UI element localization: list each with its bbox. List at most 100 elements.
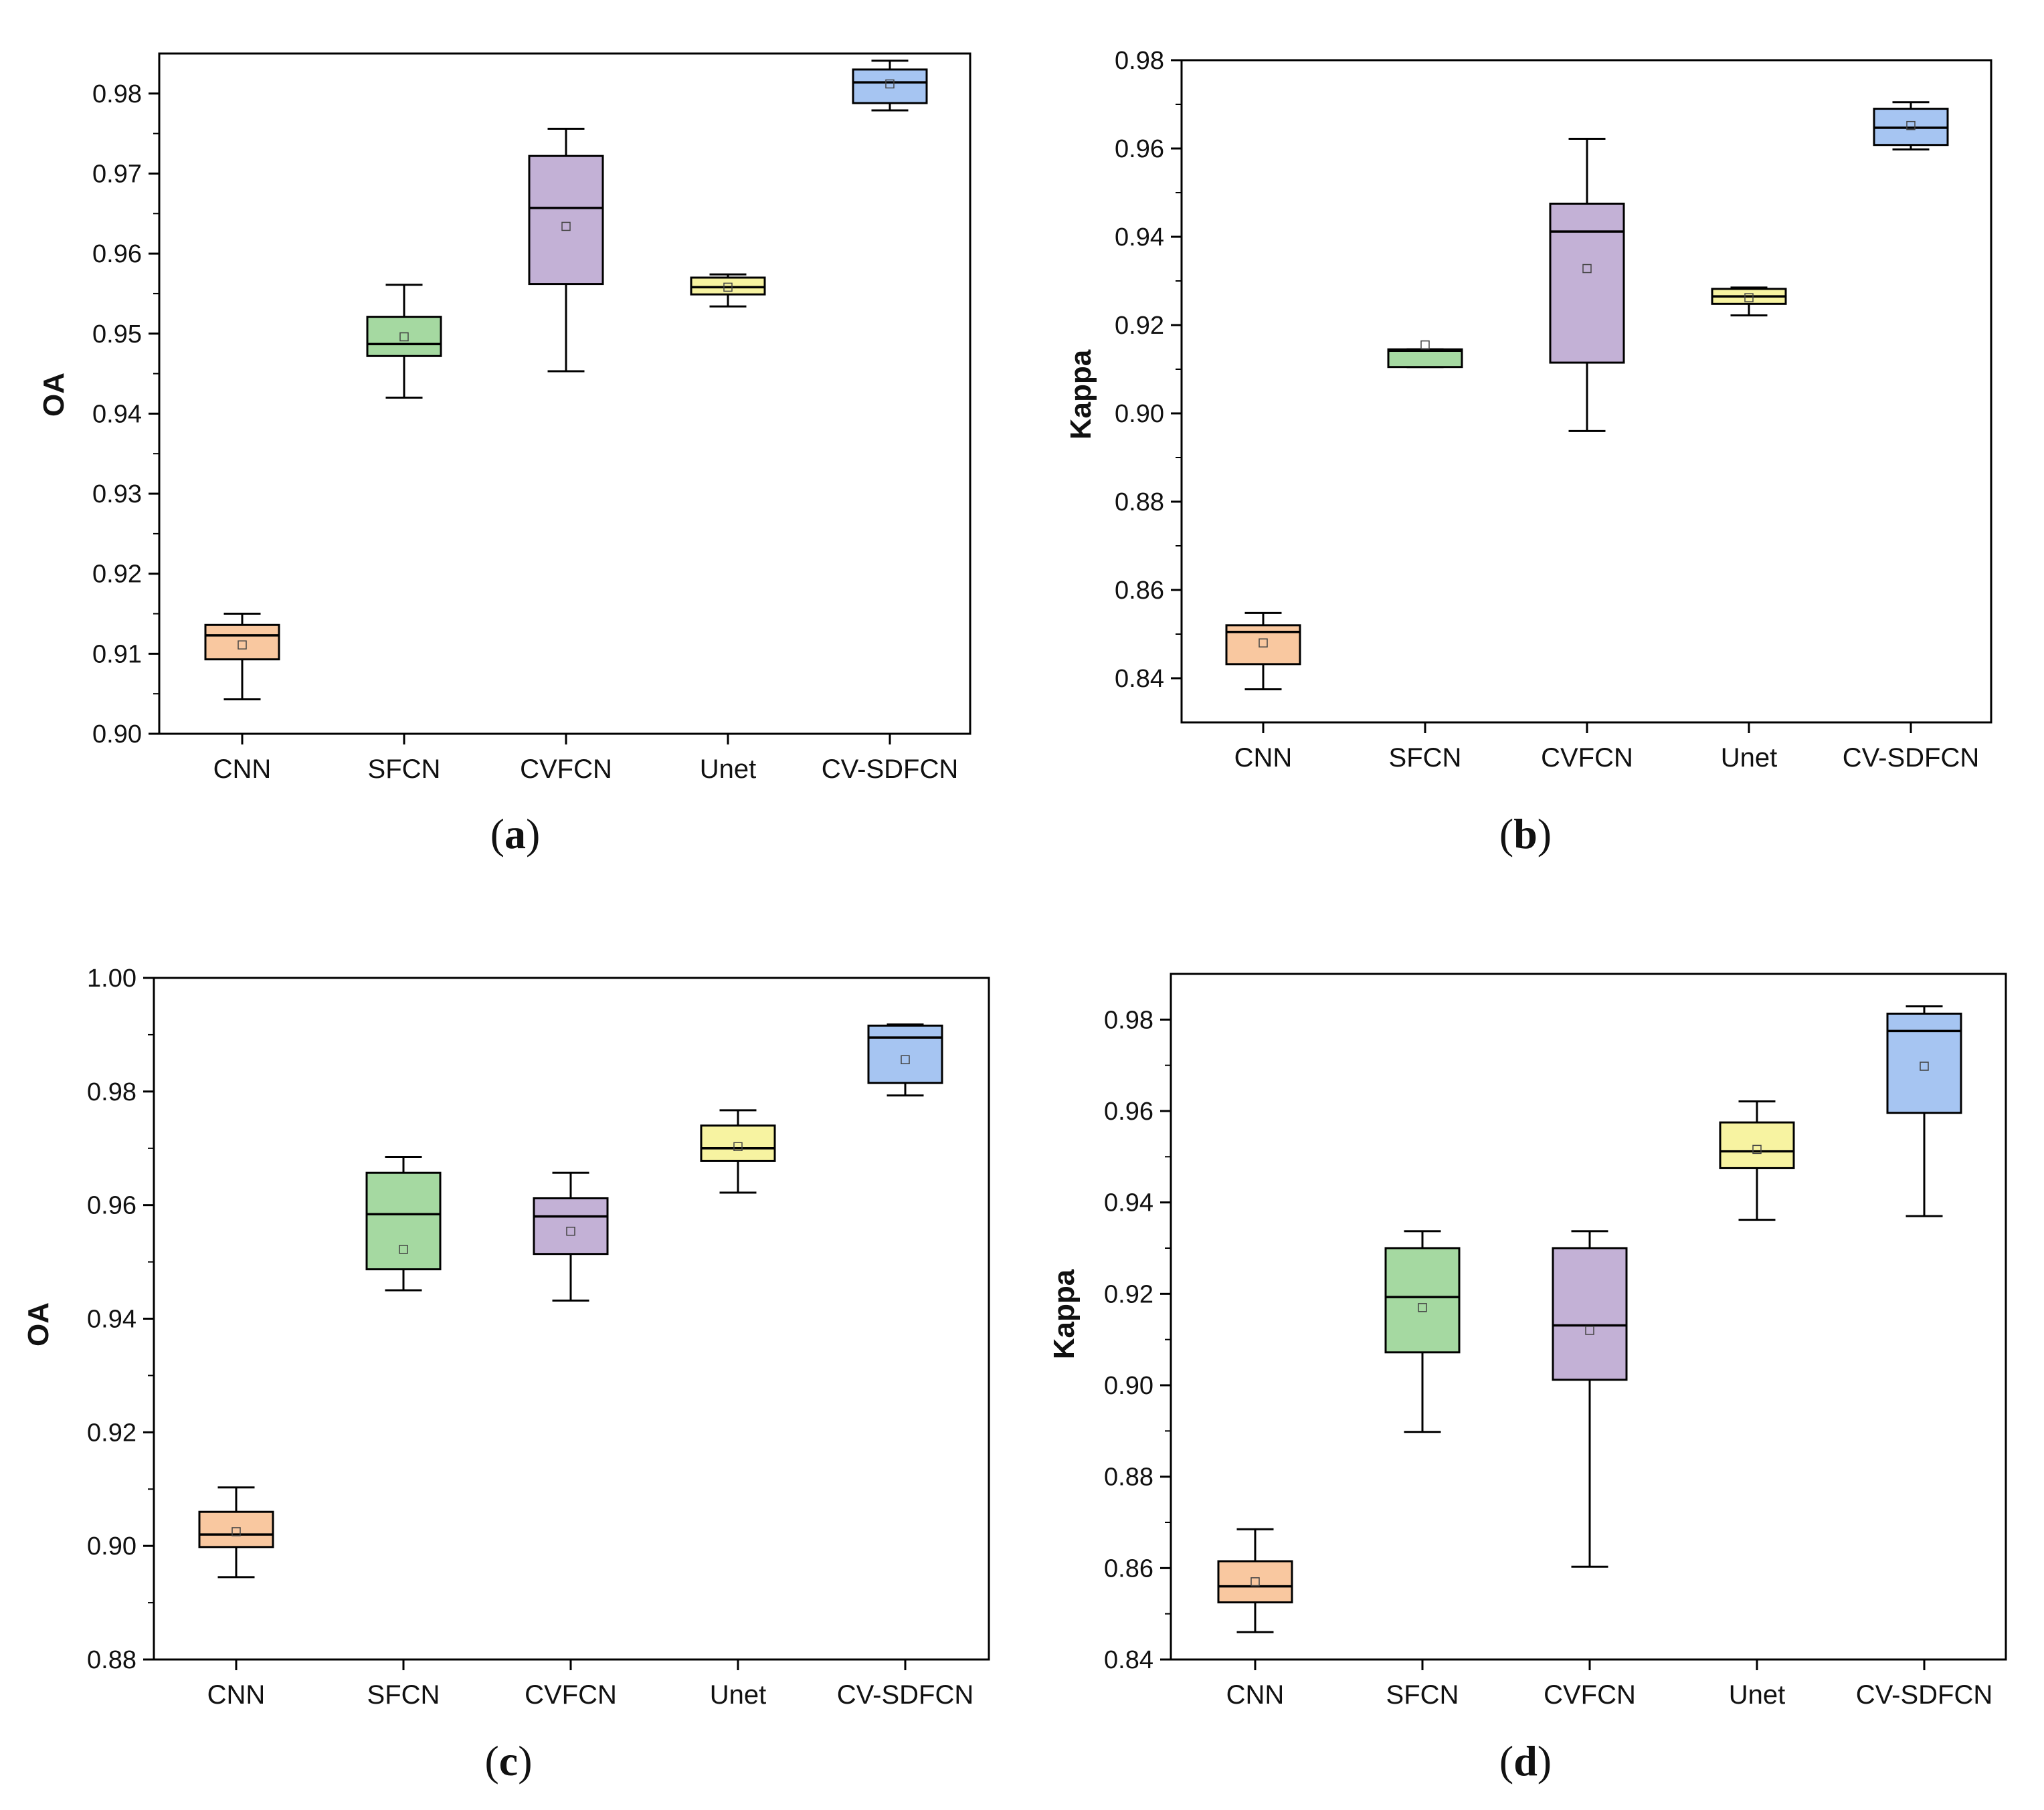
box-cnn — [1217, 1528, 1293, 1633]
iqr-box — [1549, 203, 1625, 364]
mean-marker — [1418, 1303, 1427, 1312]
mean-marker — [885, 79, 895, 89]
panel-caption-letter: d — [1513, 1737, 1538, 1785]
x-tick-label: SFCN — [368, 755, 441, 784]
mean-marker — [733, 1142, 743, 1151]
y-tick-label: 0.84 — [1104, 1646, 1153, 1674]
mean-marker — [1582, 264, 1592, 274]
mean-marker — [1259, 638, 1268, 647]
y-tick-label: 0.92 — [1104, 1280, 1153, 1308]
panel-caption: (c) — [484, 1737, 532, 1785]
plot-frame — [158, 52, 971, 735]
x-tick-label: CV-SDFCN — [1856, 1680, 1992, 1710]
box-sfcn — [365, 1155, 442, 1292]
y-tick-label: 1.00 — [87, 965, 136, 993]
y-tick-label: 0.94 — [87, 1306, 136, 1334]
y-tick-label: 0.98 — [1104, 1006, 1153, 1034]
iqr-box — [1384, 1247, 1461, 1354]
y-tick-label: 0.92 — [1115, 312, 1164, 340]
y-tick-label: 0.94 — [92, 400, 142, 428]
mean-marker — [231, 1527, 241, 1536]
y-axis-title: Kappa — [1064, 349, 1097, 439]
y-tick-label: 0.98 — [1115, 47, 1164, 75]
box-unet — [1711, 286, 1787, 316]
iqr-box — [1387, 348, 1463, 369]
x-tick-label: CNN — [1234, 743, 1293, 773]
y-tick-label: 0.98 — [92, 80, 142, 108]
x-tick-label: Unet — [1721, 743, 1778, 773]
y-tick-label: 0.90 — [1104, 1372, 1153, 1400]
x-tick-label: SFCN — [1386, 1680, 1459, 1710]
y-tick-label: 0.86 — [1115, 577, 1164, 605]
box-cvfcn — [1549, 137, 1625, 432]
y-tick-label: 0.88 — [1104, 1464, 1153, 1492]
x-tick-label: CVFCN — [520, 755, 612, 784]
y-tick-label: 0.96 — [92, 240, 142, 268]
box-cv-sdfcn — [1886, 1005, 1962, 1217]
y-tick-label: 0.96 — [87, 1192, 136, 1220]
mean-marker — [1250, 1577, 1260, 1587]
y-tick-label: 0.88 — [87, 1646, 136, 1674]
mean-marker — [1585, 1326, 1594, 1335]
x-tick-label: SFCN — [367, 1680, 440, 1710]
iqr-box — [700, 1124, 776, 1162]
panel-c: 0.88 0.90 0.92 0.94 0.96 0.98 1.00 OA CNN SFCN CVF… — [22, 965, 990, 1785]
y-tick-label: 0.94 — [1104, 1189, 1153, 1217]
iqr-box — [852, 68, 928, 104]
box-unet — [690, 273, 766, 308]
y-axis-title: Kappa — [1048, 1269, 1081, 1359]
y-tick-label: 0.96 — [1104, 1098, 1153, 1126]
mean-marker — [566, 1226, 575, 1236]
y-tick-label: 0.86 — [1104, 1554, 1153, 1583]
x-tick-label: CNN — [1226, 1680, 1285, 1710]
box-cnn — [1225, 611, 1301, 690]
iqr-box — [366, 316, 442, 357]
y-tick-label: 0.92 — [92, 561, 142, 589]
plot-frame — [153, 977, 990, 1661]
box-sfcn — [1384, 1230, 1461, 1433]
x-tick-label: CNN — [207, 1680, 266, 1710]
panel-a: 0.90 0.91 0.92 0.93 0.94 0.95 0.96 0.97 0.98 OA CN… — [37, 52, 971, 858]
x-tick-label: CVFCN — [1544, 1680, 1636, 1710]
x-tick-label: CV-SDFCN — [822, 755, 958, 784]
y-tick-label: 0.97 — [92, 160, 142, 188]
y-axis-title: OA — [37, 373, 70, 417]
mean-marker — [399, 1245, 408, 1254]
plot-frame — [1170, 973, 2007, 1661]
box-unet — [700, 1109, 776, 1194]
iqr-box — [365, 1171, 442, 1271]
panel-b: 0.84 0.86 0.88 0.90 0.92 0.94 0.96 0.98 Kappa CNN… — [1064, 47, 1992, 858]
x-tick-label: CVFCN — [525, 1680, 617, 1710]
x-tick-label: CVFCN — [1541, 743, 1633, 773]
box-unet — [1719, 1100, 1795, 1221]
y-tick-label: 0.84 — [1115, 665, 1164, 693]
y-tick-label: 0.93 — [92, 480, 142, 508]
box-cnn — [198, 1486, 274, 1579]
box-cv-sdfcn — [1873, 101, 1949, 150]
x-tick-label: Unet — [710, 1680, 767, 1710]
iqr-box — [1886, 1012, 1962, 1114]
x-tick-label: Unet — [1729, 1680, 1786, 1710]
mean-marker — [561, 221, 571, 231]
iqr-box — [1217, 1560, 1293, 1604]
panel-caption-letter: a — [504, 810, 526, 858]
mean-marker — [238, 640, 247, 649]
mean-marker — [1752, 1144, 1762, 1154]
mean-marker — [723, 282, 733, 292]
y-axis-title: OA — [22, 1302, 55, 1346]
iqr-box — [690, 276, 766, 296]
mean-marker — [1906, 120, 1916, 130]
box-cvfcn — [528, 127, 604, 373]
x-tick-label: SFCN — [1389, 743, 1462, 773]
y-tick-label: 0.90 — [92, 720, 142, 748]
iqr-box — [1552, 1247, 1628, 1381]
mean-marker — [1420, 340, 1430, 350]
y-tick-label: 0.95 — [92, 320, 142, 348]
y-tick-label: 0.92 — [87, 1419, 136, 1447]
panel-caption: (b) — [1499, 810, 1552, 858]
box-cv-sdfcn — [852, 60, 928, 112]
y-tick-label: 0.90 — [87, 1532, 136, 1561]
iqr-box — [533, 1197, 609, 1255]
box-sfcn — [1387, 340, 1463, 369]
